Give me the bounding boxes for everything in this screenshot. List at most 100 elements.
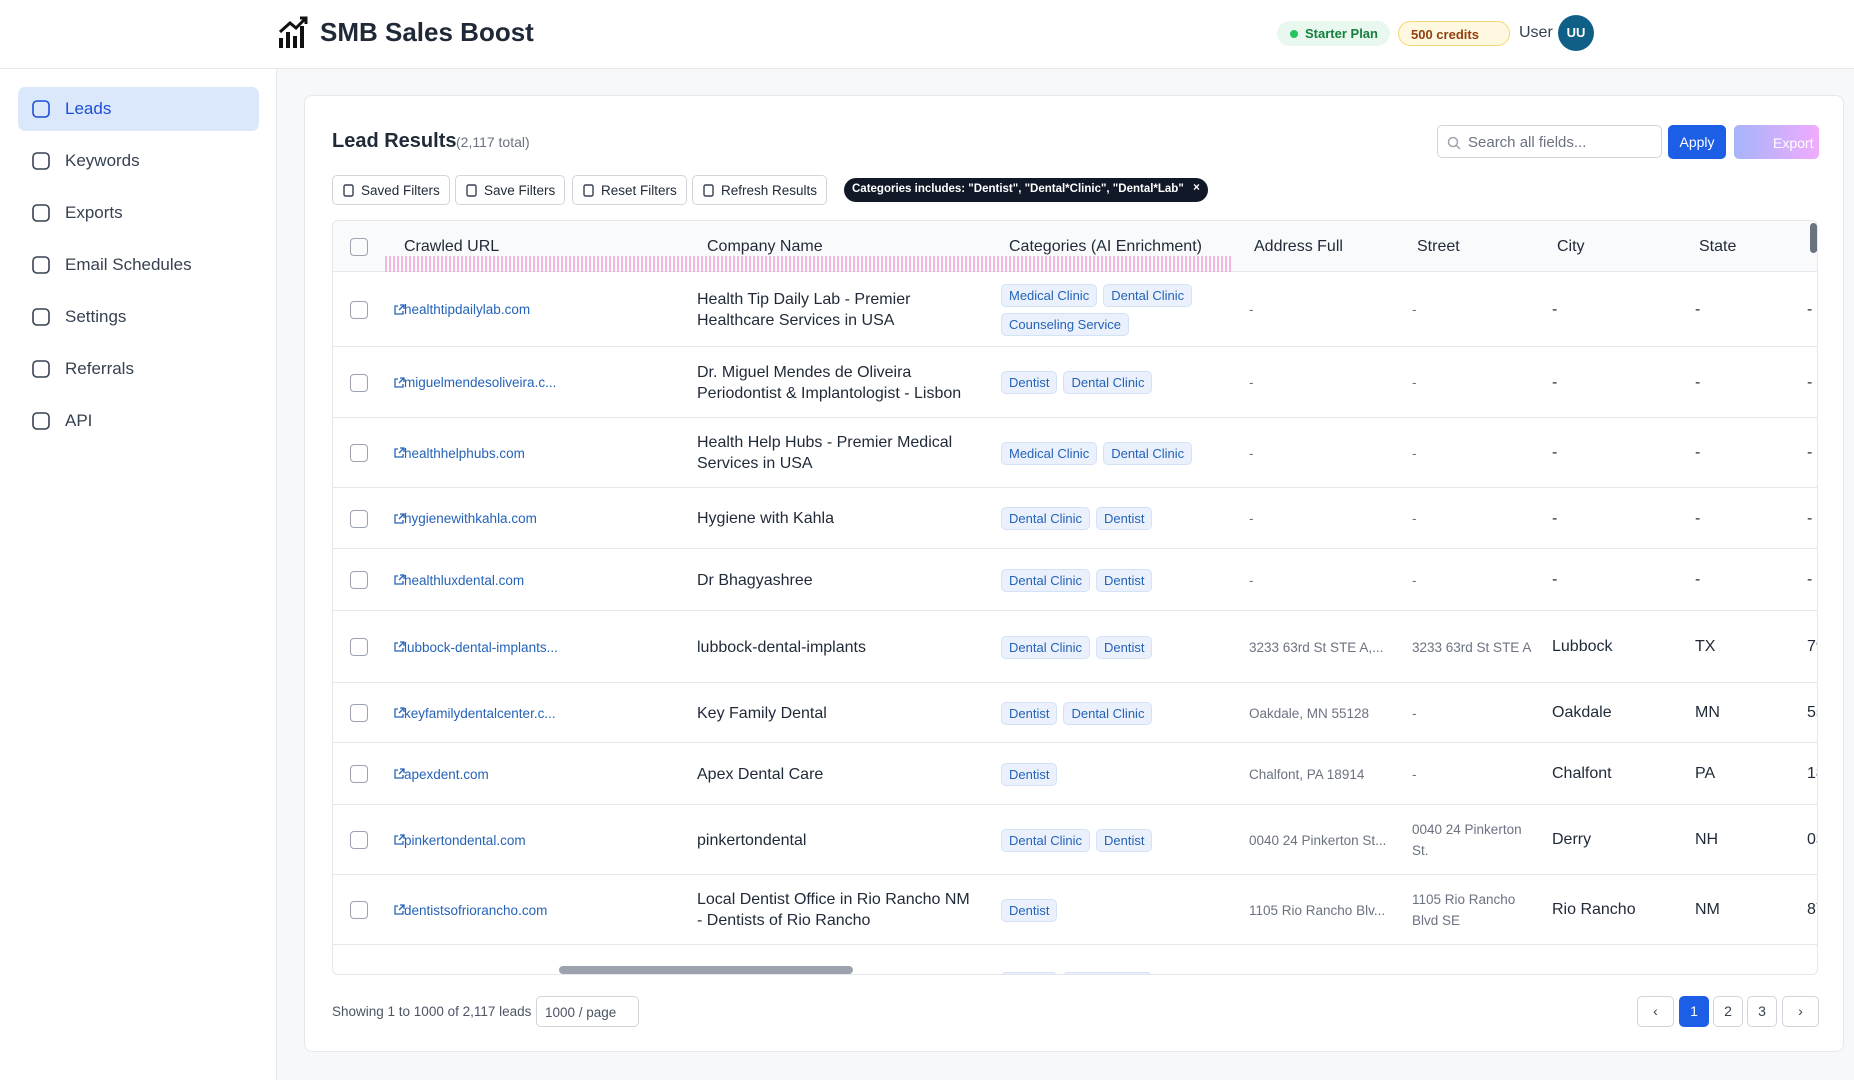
cell: - bbox=[1695, 444, 1701, 461]
cell: - bbox=[1807, 373, 1813, 391]
checkbox[interactable] bbox=[350, 638, 368, 656]
cell[interactable]: healthhelphubs.com bbox=[404, 445, 525, 461]
nav-icon bbox=[32, 256, 50, 274]
column-header[interactable]: Crawled URL bbox=[404, 238, 500, 255]
apply-button[interactable]: Apply bbox=[1668, 125, 1726, 159]
nav-label: Exports bbox=[65, 203, 123, 222]
column-header[interactable]: State bbox=[1699, 238, 1737, 255]
nav-item[interactable]: Settings bbox=[18, 295, 259, 339]
cell[interactable]: miguelmendesoliveira.c... bbox=[404, 375, 557, 390]
checkbox[interactable] bbox=[350, 373, 368, 392]
column-header[interactable]: Address Full bbox=[1254, 238, 1343, 255]
cell[interactable]: lubbock-dental-implants... bbox=[404, 639, 558, 655]
button-icon bbox=[466, 183, 477, 197]
checkbox[interactable] bbox=[350, 444, 368, 462]
cell: - bbox=[1412, 572, 1417, 588]
chip-close[interactable]: × bbox=[1193, 182, 1200, 194]
cell: - bbox=[1249, 375, 1254, 390]
category-tag: Counseling Service bbox=[1001, 312, 1130, 336]
search-box[interactable]: Search all fields... bbox=[1437, 125, 1662, 158]
filter-button[interactable]: Save Filters bbox=[455, 175, 566, 205]
nav-label: Referrals bbox=[65, 359, 134, 378]
checkbox[interactable] bbox=[350, 704, 368, 722]
scrollbar[interactable] bbox=[1810, 223, 1817, 253]
checkbox[interactable] bbox=[350, 765, 368, 783]
category-tag: Dental Clinic bbox=[1001, 828, 1090, 852]
page-button[interactable]: 1 bbox=[1679, 996, 1709, 1027]
link-icon bbox=[394, 641, 405, 652]
cell: - bbox=[1249, 945, 1374, 974]
nav-item[interactable]: Exports bbox=[18, 191, 259, 235]
checkbox[interactable] bbox=[350, 831, 368, 849]
cell: - bbox=[1807, 444, 1813, 461]
link-icon bbox=[394, 768, 405, 779]
column-header[interactable]: Street bbox=[1417, 238, 1460, 255]
nav-item[interactable]: Keywords bbox=[18, 139, 259, 183]
nav-icon bbox=[32, 308, 50, 326]
checkbox[interactable] bbox=[350, 300, 368, 319]
scrollbar[interactable] bbox=[559, 966, 853, 974]
category-tag: Dental Clinic bbox=[1103, 283, 1193, 307]
table-row: healthtipdailylab.com Health Tip Daily La… bbox=[333, 272, 1817, 347]
cell: - bbox=[1412, 445, 1417, 461]
cell: TX bbox=[1695, 638, 1716, 655]
cell: - bbox=[1807, 945, 1812, 974]
cell: - bbox=[1249, 445, 1254, 461]
column-header[interactable]: Categories (AI Enrichment) bbox=[1009, 238, 1202, 255]
logo bbox=[278, 16, 308, 48]
cell: 1105 Rio Rancho Blv... bbox=[1249, 902, 1386, 918]
cell[interactable]: pinkertondental.com bbox=[404, 832, 526, 848]
cell: NM bbox=[1695, 901, 1720, 918]
nav-item[interactable]: Referrals bbox=[18, 347, 259, 391]
cell[interactable]: dentistsofriorancho.com bbox=[404, 902, 548, 918]
page-nav[interactable]: ‹ bbox=[1637, 996, 1674, 1027]
nav-icon bbox=[32, 204, 50, 222]
checkbox[interactable] bbox=[350, 901, 368, 919]
category-tag: Dentist bbox=[1001, 371, 1058, 394]
plan-badge: Starter Plan bbox=[1277, 21, 1390, 46]
filter-chip[interactable]: Categories includes: "Dentist", "Dental*… bbox=[844, 178, 1208, 202]
column-header[interactable]: City bbox=[1557, 238, 1585, 255]
cell: Hygiene with Kahla bbox=[697, 510, 834, 527]
category-tag: Dental Clinic bbox=[1001, 635, 1090, 659]
search-placeholder: Search all fields... bbox=[1468, 134, 1587, 151]
user-name[interactable]: User bbox=[1519, 24, 1553, 41]
page-nav[interactable]: › bbox=[1782, 996, 1819, 1027]
filter-chip-text: Categories includes: "Dentist", "Dental*… bbox=[852, 183, 1184, 195]
link-icon bbox=[394, 303, 405, 315]
button-label: Refresh Results bbox=[721, 182, 818, 198]
cell[interactable]: hygienewithkahla.com bbox=[404, 511, 537, 526]
cell: PA bbox=[1695, 765, 1716, 782]
cell[interactable]: apexdent.com bbox=[404, 766, 489, 782]
checkbox[interactable] bbox=[350, 238, 368, 256]
page-button[interactable]: 2 bbox=[1713, 996, 1743, 1027]
column-header[interactable]: Company Name bbox=[707, 238, 823, 255]
checkbox[interactable] bbox=[350, 509, 368, 528]
checkbox[interactable] bbox=[350, 974, 368, 975]
filter-button[interactable]: Reset Filters bbox=[572, 175, 687, 205]
filter-button[interactable]: Saved Filters bbox=[332, 175, 450, 205]
export-button[interactable]: Export bbox=[1734, 125, 1819, 159]
avatar[interactable]: UU bbox=[1558, 15, 1594, 51]
nav-item[interactable]: API bbox=[18, 399, 259, 443]
page-size[interactable]: 1000 / page bbox=[536, 996, 639, 1027]
filter-button[interactable]: Refresh Results bbox=[692, 175, 828, 205]
cell: - bbox=[1249, 302, 1254, 317]
results-title: Lead Results bbox=[332, 130, 457, 152]
cell[interactable]: roycastillodentistry.com bbox=[404, 945, 543, 974]
checkbox[interactable] bbox=[350, 571, 368, 589]
nav-label: API bbox=[65, 411, 93, 430]
cell[interactable]: healthluxdental.com bbox=[404, 572, 525, 588]
page-button[interactable]: 3 bbox=[1747, 996, 1777, 1027]
cell: - bbox=[1412, 766, 1417, 782]
cell[interactable]: keyfamilydentalcenter.c... bbox=[404, 705, 556, 721]
cell[interactable]: healthtipdailylab.com bbox=[404, 302, 531, 317]
cell: - bbox=[1249, 511, 1254, 526]
nav-item[interactable]: Email Schedules bbox=[18, 243, 259, 287]
category-tag: Dental Clinic bbox=[1063, 371, 1153, 394]
cell: 03 bbox=[1807, 831, 1817, 848]
cell: Oakdale bbox=[1552, 704, 1612, 721]
table-row: roycastillodentistry.comRoy Castillo Den… bbox=[333, 945, 1817, 975]
nav-item[interactable]: Leads bbox=[18, 87, 259, 131]
category-tags: Dentist bbox=[1001, 875, 1206, 945]
